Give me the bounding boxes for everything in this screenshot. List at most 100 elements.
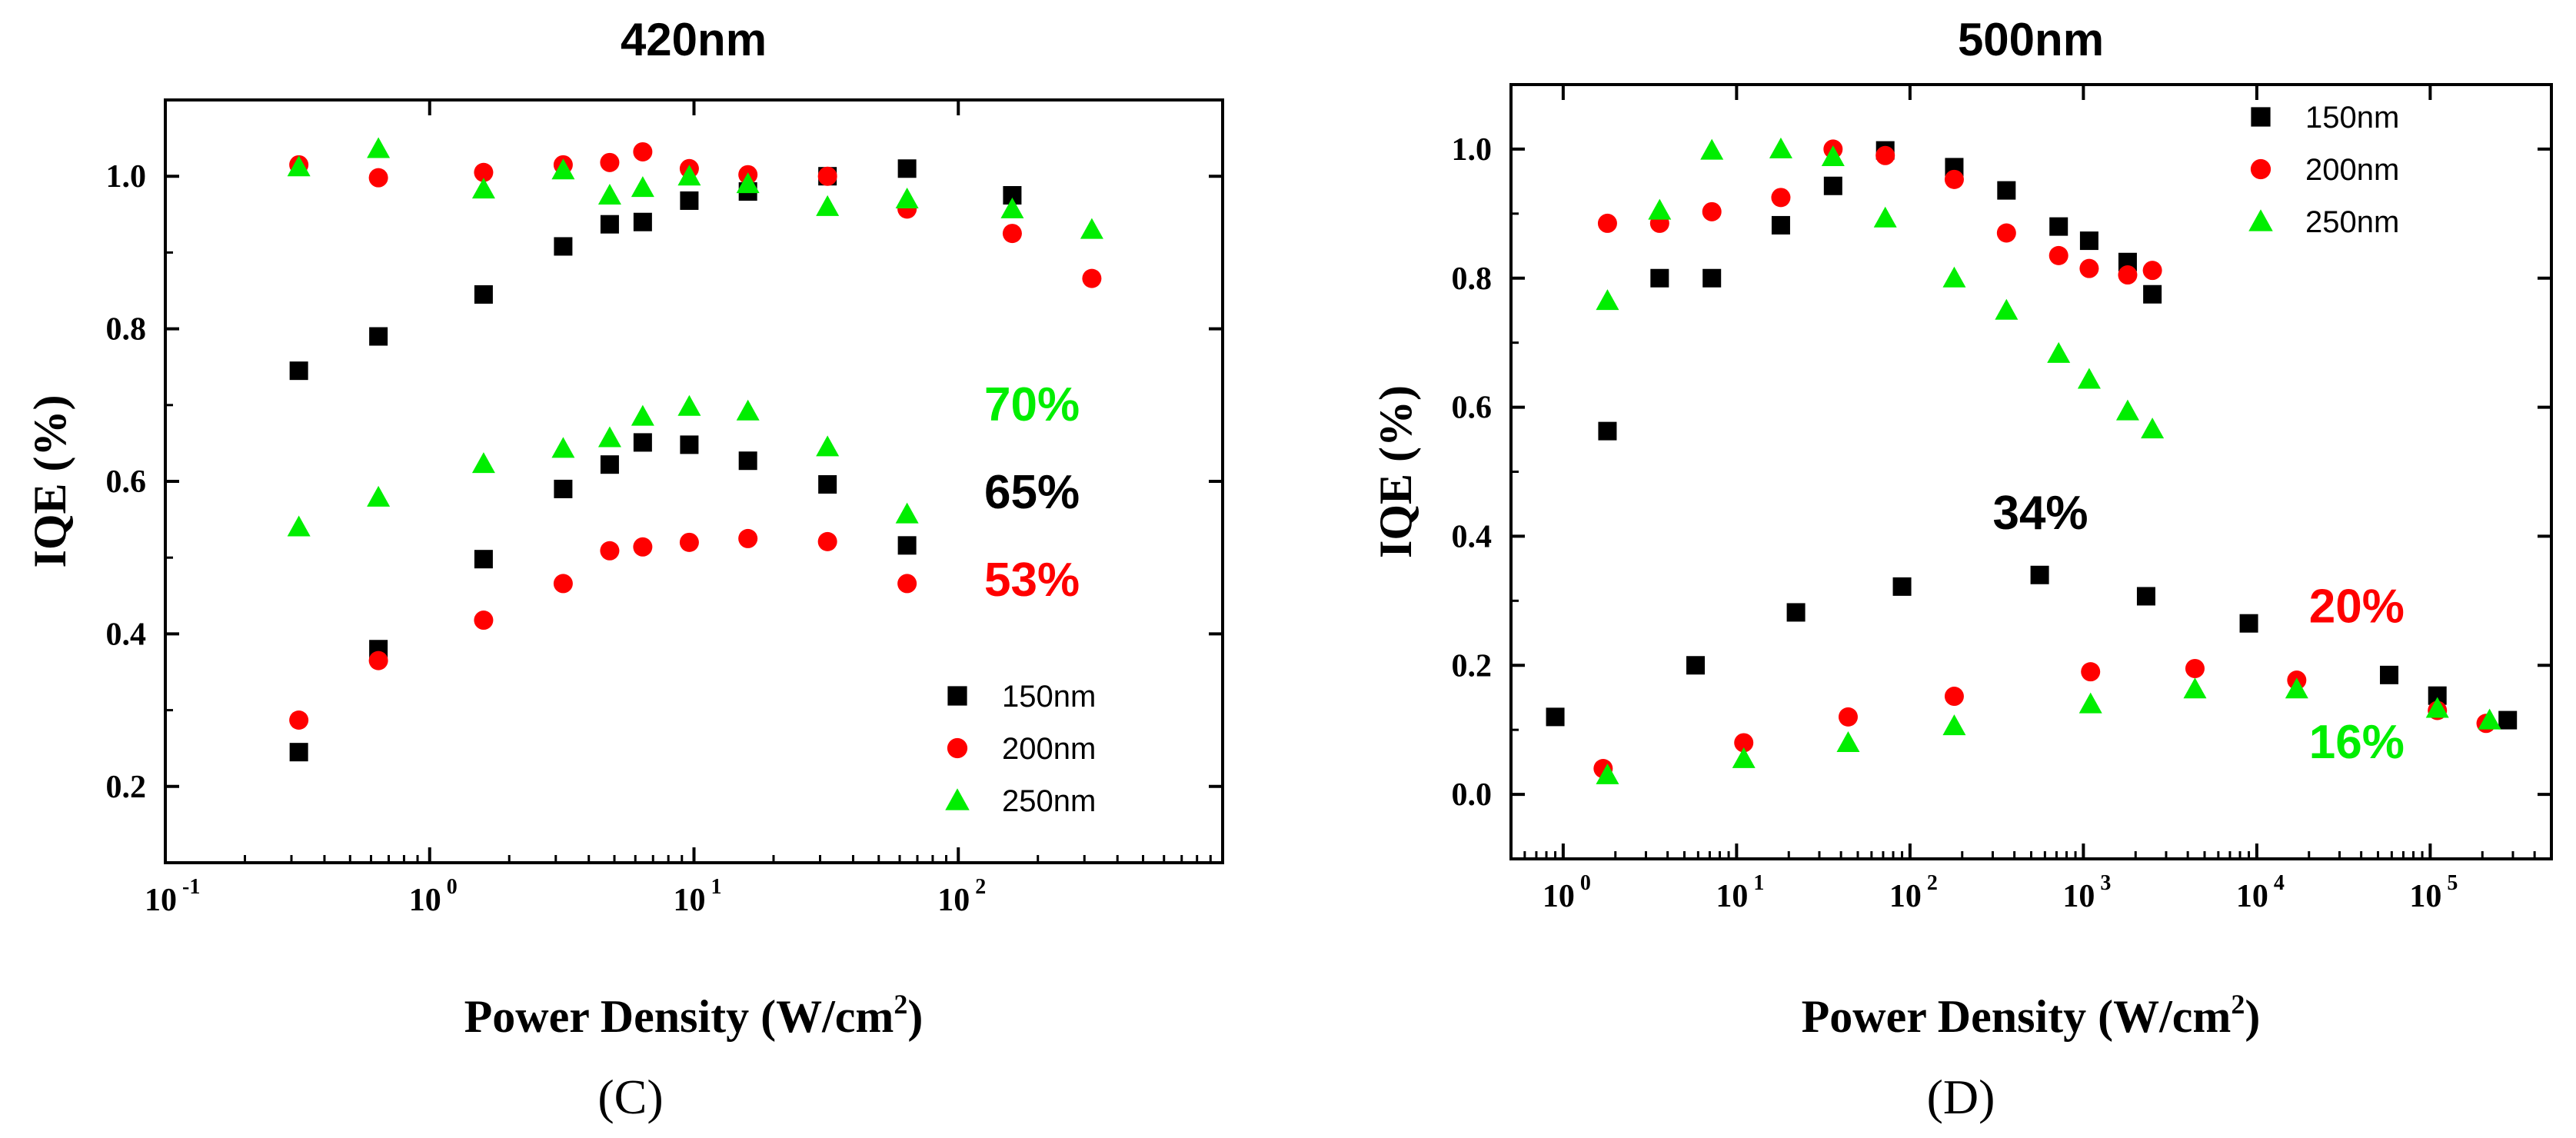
data-point <box>554 237 573 256</box>
y-tick-label: 0.4 <box>106 617 147 652</box>
legend-label: 200nm <box>2305 153 2399 187</box>
data-point <box>633 433 652 452</box>
data-point <box>1596 763 1619 784</box>
legend: 150nm 200nm 250nm <box>2248 101 2399 239</box>
x-tick-label: 10 <box>1889 879 1922 914</box>
x-axis-label-end: ) <box>907 991 923 1042</box>
annotation-label: 53% <box>984 554 1080 607</box>
data-point <box>2118 265 2138 285</box>
x-tick-label: 10 <box>674 883 706 918</box>
data-point <box>2079 258 2099 278</box>
legend-marker <box>2250 158 2271 180</box>
legend-marker <box>947 686 967 706</box>
data-point <box>1944 687 1964 707</box>
data-point <box>2049 217 2068 236</box>
data-point <box>679 532 699 552</box>
series-200nm <box>1593 139 2496 779</box>
data-point <box>1786 603 1806 622</box>
data-point <box>1080 218 1103 239</box>
data-point <box>368 168 388 188</box>
data-point <box>2425 697 2449 718</box>
data-point <box>471 178 495 199</box>
y-tick-label: 0.6 <box>1452 391 1493 426</box>
data-point <box>2183 677 2207 699</box>
data-point <box>287 515 311 537</box>
x-tick-exponent: 3 <box>2100 871 2111 895</box>
x-tick-exponent: 2 <box>975 875 986 899</box>
data-point <box>474 284 493 304</box>
data-point <box>2185 658 2205 678</box>
data-point <box>895 502 919 524</box>
data-point <box>1702 201 1722 221</box>
data-point <box>2047 341 2071 363</box>
y-axis-label: IQE (%) <box>25 395 75 568</box>
data-point <box>289 743 308 762</box>
data-point <box>1686 656 1706 675</box>
data-point <box>551 437 575 458</box>
data-point <box>1650 268 1669 288</box>
y-tick-label: 1.0 <box>1452 132 1493 168</box>
data-point <box>817 166 837 186</box>
data-point <box>1648 198 1672 220</box>
data-point <box>2142 261 2162 281</box>
annotation-label: 65% <box>984 466 1080 519</box>
data-point <box>1771 215 1790 235</box>
y-tick-label: 0.6 <box>106 464 147 500</box>
data-point <box>1996 223 2016 243</box>
data-point <box>553 574 573 594</box>
data-point <box>1892 577 1912 596</box>
legend-marker <box>2251 107 2271 127</box>
data-point <box>287 155 311 177</box>
x-tick-exponent: 4 <box>2274 871 2285 895</box>
legend: 150nm 200nm 250nm <box>945 680 1096 818</box>
data-point <box>631 404 654 426</box>
x-axis-label-text: Power Density (W/cm <box>1802 991 2232 1042</box>
data-point <box>1732 747 1756 768</box>
data-point <box>367 137 391 158</box>
data-point <box>633 141 653 161</box>
x-tick-label: 10 <box>2062 879 2095 914</box>
data-point <box>2136 587 2155 606</box>
x-tick-exponent: 5 <box>2447 871 2458 895</box>
annotation-label: 20% <box>2309 581 2405 634</box>
series-150nm <box>1546 141 2518 730</box>
y-tick-label: 0.2 <box>106 770 147 805</box>
x-axis-label-superscript: 2 <box>894 989 907 1020</box>
data-point <box>2048 245 2068 265</box>
data-point <box>471 452 495 474</box>
x-axis-label: Power Density (W/cm2) <box>464 989 924 1042</box>
x-tick-exponent: 1 <box>1753 871 1764 895</box>
panel-label: (C) <box>597 1070 663 1124</box>
y-tick-label: 0.2 <box>1452 648 1493 684</box>
data-point <box>897 574 917 594</box>
data-point <box>736 399 760 421</box>
data-point <box>2498 710 2518 730</box>
legend-label: 200nm <box>1002 732 1096 766</box>
data-point <box>1734 733 1754 753</box>
chart-title: 500nm <box>1958 14 2104 65</box>
data-point <box>1873 206 1897 228</box>
data-point <box>2078 692 2102 714</box>
data-point <box>289 361 308 381</box>
y-tick-label: 0.4 <box>1452 519 1493 554</box>
data-point <box>2081 662 2101 682</box>
data-point <box>677 165 701 186</box>
data-point <box>2285 677 2308 699</box>
data-point <box>1997 181 2016 200</box>
x-axis-label-end: ) <box>2245 991 2260 1042</box>
y-tick-label: 0.8 <box>1452 261 1493 297</box>
data-point <box>474 162 494 182</box>
legend-marker <box>945 788 970 810</box>
data-point <box>367 485 391 507</box>
annotation-label: 16% <box>2309 716 2405 769</box>
data-point <box>2239 614 2258 633</box>
data-point <box>816 195 840 216</box>
legend-label: 150nm <box>2305 101 2399 135</box>
data-point <box>1823 176 1842 195</box>
data-point <box>1546 707 1565 727</box>
data-point <box>551 158 575 180</box>
data-point <box>738 451 757 471</box>
data-point <box>289 710 309 730</box>
data-point <box>818 474 837 494</box>
